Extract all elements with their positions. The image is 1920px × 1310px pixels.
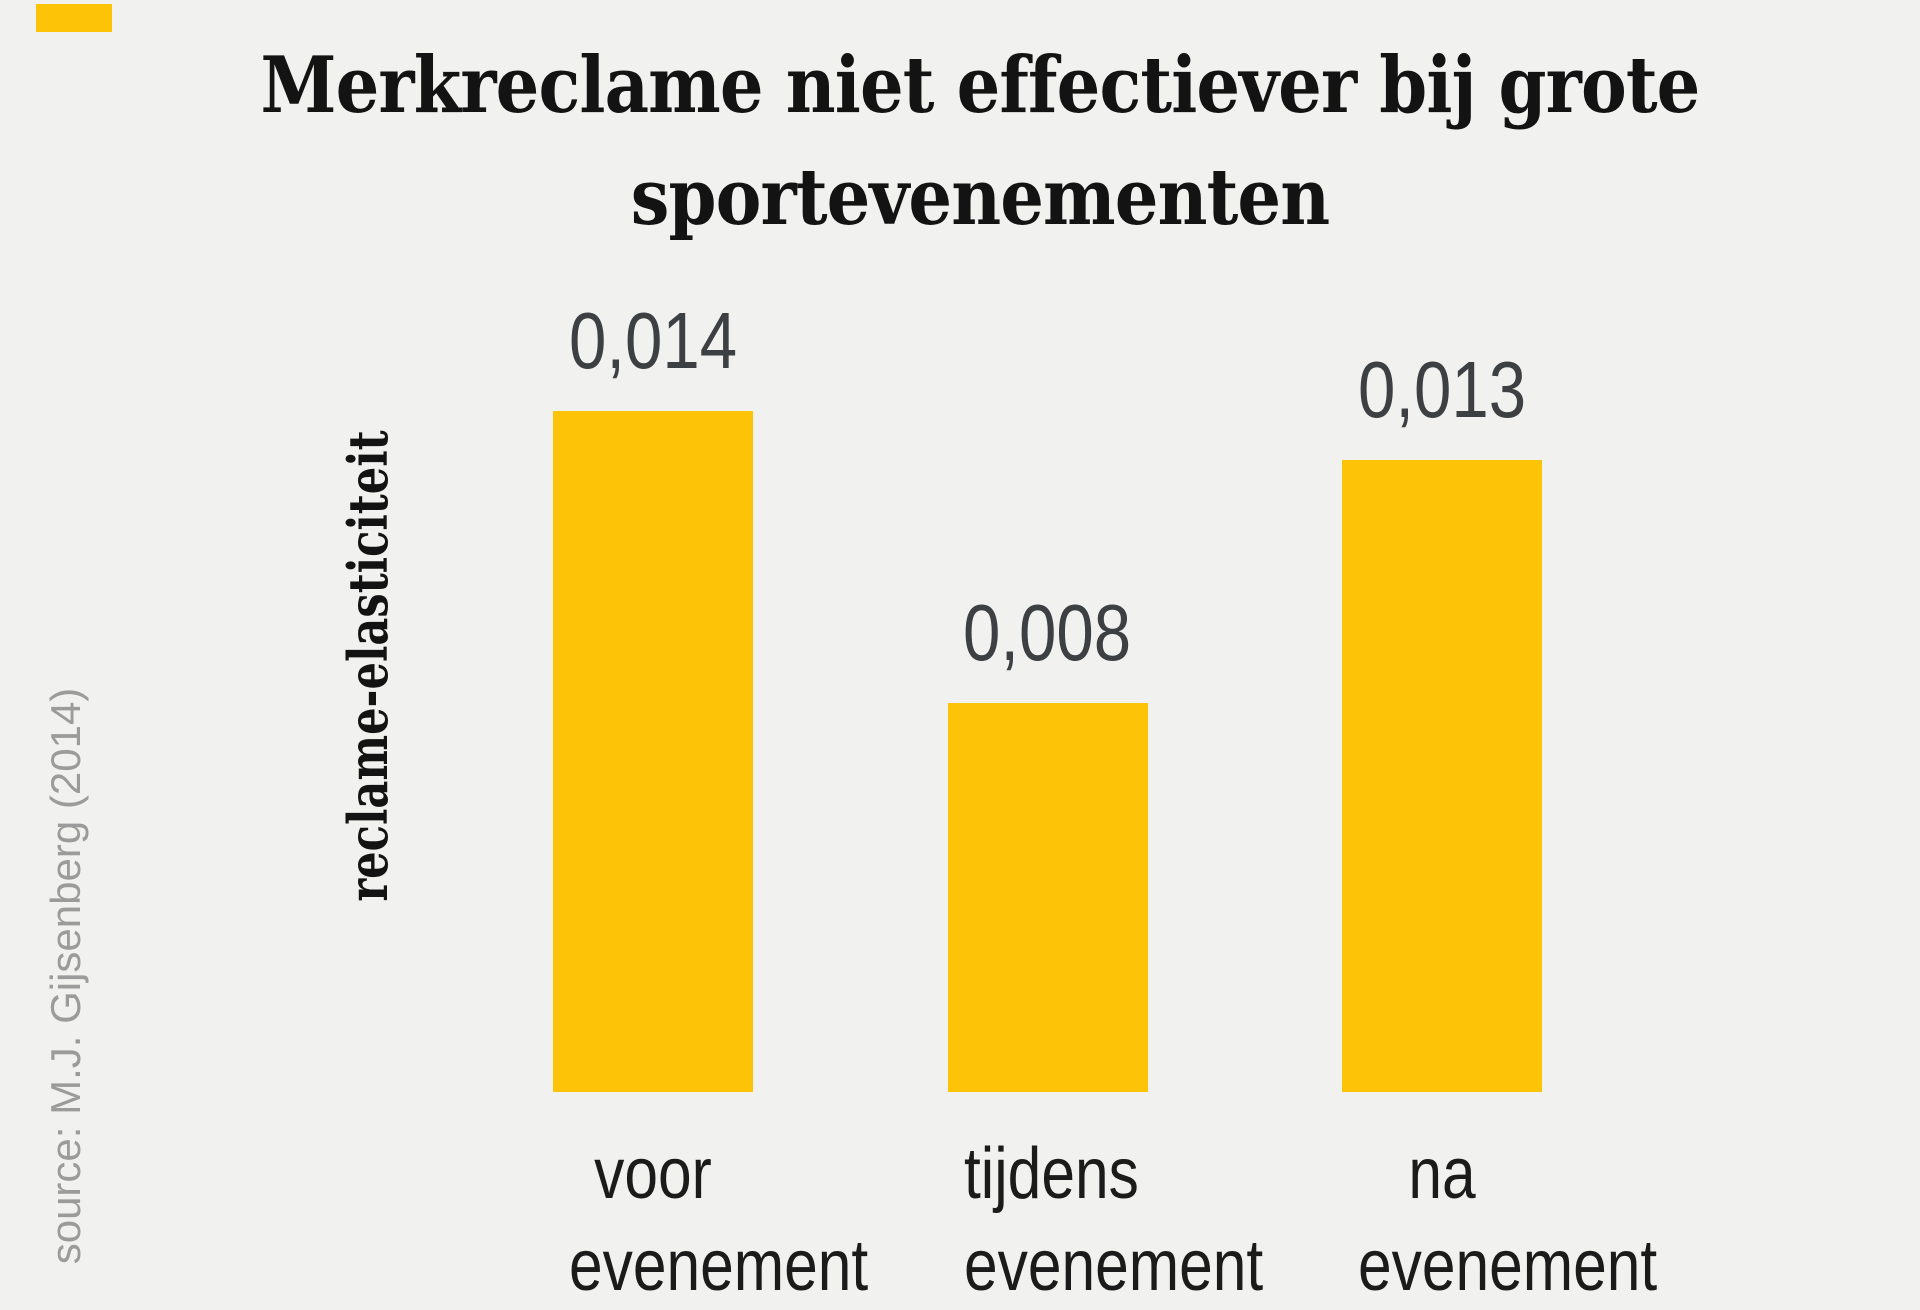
category-label: tijdens evenement	[963, 1128, 1263, 1310]
bar	[947, 703, 1148, 1092]
category-line: tijdens	[963, 1134, 1139, 1214]
bar-plot-area: 0,014 0,008 0,013	[553, 0, 1542, 1092]
y-axis-label: reclame-elasticiteit	[336, 430, 400, 902]
category-line: evenement	[1358, 1226, 1658, 1306]
bar	[553, 411, 753, 1092]
chart-title-line-1: Merkreclame niet effectiever bij grote	[260, 40, 1701, 131]
bar-column: 0,013	[1342, 344, 1542, 1092]
brand-logo-square	[36, 4, 112, 32]
bar-value-label: 0,008	[963, 588, 1132, 677]
source-credit: source: M.J. Gijsenberg (2014)	[42, 687, 89, 1265]
bar-column: 0,014	[553, 295, 753, 1092]
category-line: voor	[594, 1134, 712, 1214]
chart-title: Merkreclame niet effectiever bij grote s…	[135, 30, 1825, 254]
category-label: voor evenement	[569, 1128, 869, 1310]
bar-column: 0,008	[947, 587, 1148, 1092]
category-line: evenement	[963, 1226, 1263, 1306]
bar-value-label: 0,014	[568, 296, 738, 385]
category-axis: voor evenement tijdens evenement na even…	[553, 1128, 1658, 1310]
bar	[1342, 460, 1542, 1092]
category-label: na evenement	[1358, 1128, 1658, 1310]
category-line: evenement	[569, 1226, 869, 1306]
category-line: na	[1408, 1134, 1476, 1214]
chart-title-line-2: sportevenementen	[630, 152, 1330, 243]
bar-value-label: 0,013	[1357, 345, 1527, 434]
